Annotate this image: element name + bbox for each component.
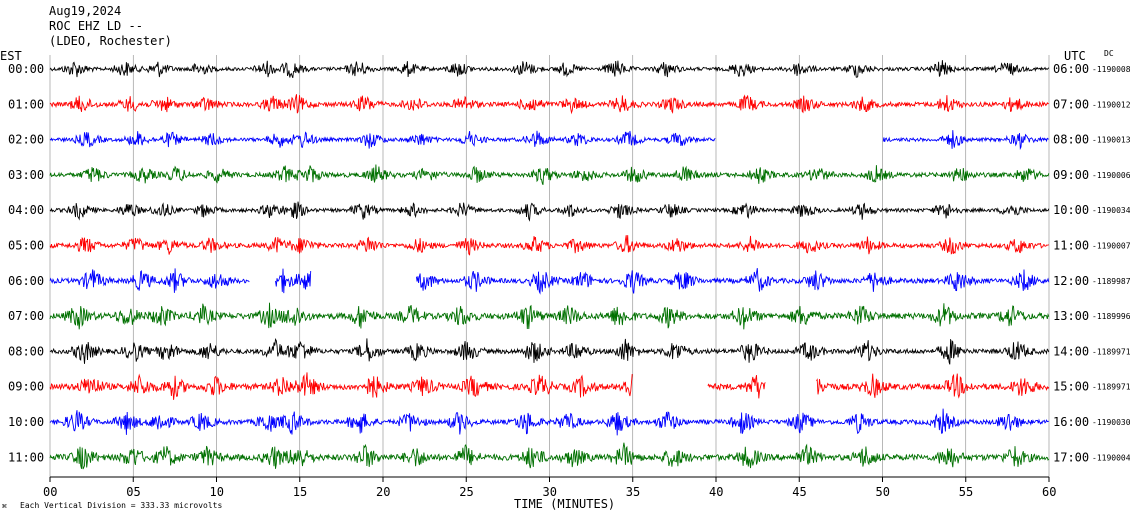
utc-hour-label: 16:00 <box>1053 415 1089 429</box>
utc-hour-label: 15:00 <box>1053 380 1089 394</box>
trace-row-0300 <box>49 164 1050 185</box>
est-hour-label: 10:00 <box>8 415 44 429</box>
dc-offset-label: -1190004 <box>1092 453 1130 462</box>
est-hour-label: 03:00 <box>8 168 44 182</box>
utc-hour-label: 11:00 <box>1053 239 1089 253</box>
est-hour-label: 01:00 <box>8 97 44 111</box>
x-tick-label: 55 <box>959 485 973 499</box>
dc-offset-label: -1190006 <box>1092 171 1130 180</box>
est-hour-label: 08:00 <box>8 344 44 358</box>
dc-offset-label: -1190034 <box>1092 206 1130 215</box>
trace-row-0400 <box>49 201 1050 222</box>
footer-note: Each Vertical Division = 333.33 microvol… <box>20 501 222 510</box>
x-tick-label: 20 <box>376 485 390 499</box>
utc-hour-label: 08:00 <box>1053 133 1089 147</box>
trace-row-0900 <box>49 372 1050 400</box>
dc-offset-label: -1190012 <box>1092 100 1130 109</box>
tiny-mark: ⌘ <box>2 502 7 511</box>
x-axis-label: TIME (MINUTES) <box>514 497 615 511</box>
est-hour-label: 00:00 <box>8 62 44 76</box>
est-hour-label: 05:00 <box>8 239 44 253</box>
trace-row-0700 <box>49 302 1050 330</box>
dc-offset-label: -1189971 <box>1092 383 1130 392</box>
dc-offset-label: -1190007 <box>1092 242 1130 251</box>
x-tick-label: 10 <box>210 485 224 499</box>
x-tick-label: 05 <box>126 485 140 499</box>
utc-label: UTC <box>1064 49 1086 63</box>
x-tick-label: 50 <box>876 485 890 499</box>
trace-row-0600 <box>49 268 1050 295</box>
est-hour-label: 09:00 <box>8 380 44 394</box>
header-date: Aug19,2024 <box>49 4 122 18</box>
utc-hour-label: 17:00 <box>1053 450 1089 464</box>
x-tick-label: 00 <box>43 485 57 499</box>
x-tick-label: 35 <box>626 485 640 499</box>
x-tick-label: 15 <box>293 485 307 499</box>
utc-hour-label: 14:00 <box>1053 344 1089 358</box>
est-hour-label: 11:00 <box>8 450 44 464</box>
utc-hour-label: 09:00 <box>1053 168 1089 182</box>
trace-row-1100 <box>49 442 1050 470</box>
dc-offset-label: -1190008 <box>1092 65 1130 74</box>
trace-row-0100 <box>49 94 1049 115</box>
est-label: EST <box>0 49 22 63</box>
x-tick-label: 45 <box>792 485 806 499</box>
x-tick-label: 60 <box>1042 485 1056 499</box>
utc-hour-label: 06:00 <box>1053 62 1089 76</box>
x-tick-label: 40 <box>709 485 723 499</box>
utc-hour-label: 10:00 <box>1053 203 1089 217</box>
utc-hour-label: 12:00 <box>1053 274 1089 288</box>
utc-hour-label: 07:00 <box>1053 97 1089 111</box>
dc-offset-label: -1189996 <box>1092 312 1130 321</box>
trace-row-0800 <box>49 337 1050 365</box>
est-hour-label: 04:00 <box>8 203 44 217</box>
dc-offset-label: -1190030 <box>1092 418 1130 427</box>
dc-offset-label: -1189987 <box>1092 277 1130 286</box>
trace-row-1000 <box>49 408 1049 436</box>
trace-row-0500 <box>49 235 1050 256</box>
dc-offset-label: -1189971 <box>1092 347 1130 356</box>
x-tick-label: 30 <box>543 485 557 499</box>
trace-row-0200 <box>49 130 1049 151</box>
dc-offset-label: -1190013 <box>1092 136 1130 145</box>
header-station: ROC EHZ LD -- <box>49 19 143 33</box>
utc-hour-label: 13:00 <box>1053 309 1089 323</box>
x-tick-label: 25 <box>459 485 473 499</box>
header-network: (LDEO, Rochester) <box>49 34 172 48</box>
est-hour-label: 07:00 <box>8 309 44 323</box>
est-hour-label: 06:00 <box>8 274 44 288</box>
dc-label: DC <box>1104 49 1114 58</box>
est-hour-label: 02:00 <box>8 133 44 147</box>
trace-row-0000 <box>49 60 1050 79</box>
